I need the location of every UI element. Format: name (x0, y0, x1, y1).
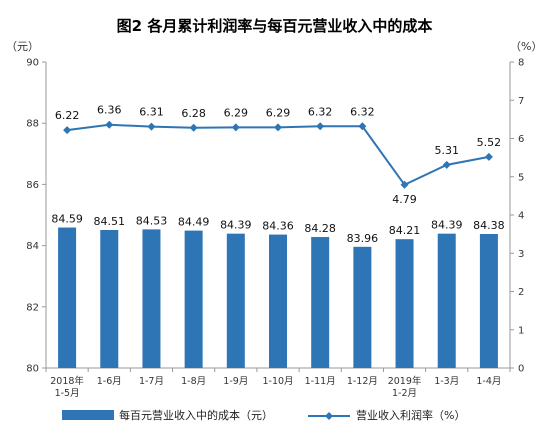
profit-margin-label: 6.36 (97, 104, 122, 117)
x-tick-label: 1-8月 (181, 376, 206, 387)
cost-bar-label: 84.49 (178, 216, 210, 229)
legend-bar-swatch (62, 410, 114, 420)
profit-margin-label: 6.32 (350, 105, 375, 118)
profit-margin-label: 5.52 (477, 136, 502, 149)
cost-bar-label: 84.59 (51, 213, 83, 226)
x-tick-label: 1-11月 (305, 376, 336, 387)
cost-bar (311, 237, 330, 368)
right-tick-label: 6 (518, 134, 524, 145)
cost-bar-label: 84.39 (431, 219, 463, 232)
cost-bar-label: 84.39 (220, 219, 252, 232)
cost-bar (184, 230, 203, 368)
cost-bar (269, 234, 287, 368)
profit-margin-point (316, 122, 325, 131)
cost-bar (58, 227, 77, 368)
x-tick-label: 1-6月 (97, 376, 122, 387)
cost-bar (142, 229, 161, 368)
profit-margin-point (231, 123, 240, 132)
right-tick-label: 0 (518, 364, 524, 375)
profit-margin-point (484, 152, 493, 161)
profit-margin-label: 6.29 (224, 106, 249, 119)
profit-margin-point (105, 120, 114, 129)
cost-bar (226, 233, 245, 368)
profit-margin-point (147, 122, 156, 131)
cost-bar-label: 84.38 (473, 219, 505, 232)
right-tick-label: 3 (518, 249, 524, 260)
cost-bar-label: 84.51 (94, 215, 126, 228)
x-tick-label: 2018年 (50, 375, 84, 387)
cost-bar (479, 233, 498, 368)
left-axis-unit: （元） (6, 40, 39, 53)
cost-bar-label: 84.53 (136, 214, 168, 227)
profit-margin-label: 6.22 (55, 109, 80, 122)
profit-margin-label: 6.32 (308, 105, 333, 118)
profit-margin-point (358, 122, 367, 131)
left-tick-label: 84 (26, 241, 39, 252)
left-tick-label: 90 (26, 58, 39, 69)
cost-bar (395, 239, 414, 368)
cost-bar-label: 84.28 (304, 222, 336, 235)
x-tick-label: 1-5月 (55, 388, 80, 399)
profit-margin-point (442, 160, 451, 169)
cost-bar (353, 246, 372, 368)
profit-margin-point (63, 126, 72, 135)
right-tick-label: 4 (518, 211, 524, 222)
x-tick-label: 1-2月 (392, 388, 417, 399)
cost-bar (437, 233, 456, 368)
profit-margin-point (274, 123, 282, 132)
right-tick-label: 5 (518, 172, 524, 183)
cost-bar (100, 229, 119, 368)
x-tick-label: 1-12月 (347, 376, 378, 387)
chart-title: 图2 各月累计利润率与每百元营业收入中的成本 (117, 17, 433, 35)
right-tick-label: 2 (518, 287, 524, 298)
legend-line-marker (325, 412, 333, 420)
cost-bar-label: 84.36 (262, 220, 294, 233)
left-tick-label: 82 (26, 302, 39, 313)
profit-margin-label: 6.28 (181, 107, 206, 120)
profit-margin-line (66, 123, 490, 187)
x-tick-label: 1-9月 (223, 376, 248, 387)
right-tick-label: 7 (518, 96, 524, 107)
profit-margin-label: 4.79 (392, 193, 417, 206)
x-tick-label: 1-3月 (434, 376, 459, 387)
profit-margin-label: 5.31 (434, 144, 459, 157)
left-tick-label: 86 (26, 180, 39, 191)
legend: 每百元营业收入中的成本（元） 营业收入利润率（%） (62, 408, 465, 422)
x-tick-label: 1-7月 (139, 376, 164, 387)
profit-margin-label: 6.29 (266, 106, 291, 119)
x-tick-label: 1-4月 (476, 376, 501, 387)
x-tick-label: 1-10月 (262, 376, 293, 387)
x-tick-label: 2019年 (388, 375, 422, 387)
right-axis-unit: （%） (510, 40, 542, 53)
profit-margin-point (189, 123, 198, 132)
right-tick-label: 1 (518, 325, 524, 336)
right-tick-label: 8 (518, 58, 524, 69)
left-tick-label: 88 (26, 119, 39, 130)
cost-bar-label: 83.96 (347, 232, 379, 245)
left-tick-label: 80 (26, 364, 39, 375)
cost-bar-label: 84.21 (389, 224, 421, 237)
profit-margin-point (400, 180, 409, 189)
profit-margin-label: 6.31 (139, 106, 164, 119)
legend-line-label: 营业收入利润率（%） (356, 408, 465, 422)
legend-bar-label: 每百元营业收入中的成本（元） (119, 408, 273, 422)
